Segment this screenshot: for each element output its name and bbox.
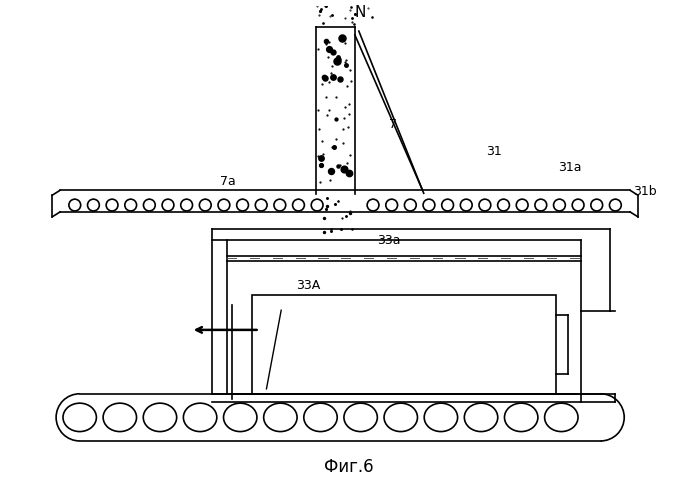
- Circle shape: [386, 199, 398, 211]
- Text: 31: 31: [486, 145, 501, 158]
- Ellipse shape: [224, 403, 257, 432]
- Bar: [252, 295, 556, 394]
- Circle shape: [218, 199, 230, 211]
- Circle shape: [255, 199, 267, 211]
- Ellipse shape: [143, 403, 177, 432]
- Circle shape: [535, 199, 547, 211]
- Circle shape: [69, 199, 80, 211]
- Circle shape: [274, 199, 286, 211]
- Ellipse shape: [103, 403, 136, 432]
- Circle shape: [367, 199, 379, 211]
- Circle shape: [423, 199, 435, 211]
- Text: 33a: 33a: [377, 234, 401, 247]
- Text: N: N: [355, 5, 366, 20]
- Circle shape: [572, 199, 584, 211]
- Ellipse shape: [344, 403, 377, 432]
- Circle shape: [498, 199, 510, 211]
- Ellipse shape: [545, 403, 578, 432]
- Circle shape: [162, 199, 174, 211]
- Circle shape: [311, 199, 323, 211]
- Circle shape: [405, 199, 416, 211]
- Text: 31b: 31b: [633, 185, 656, 198]
- Ellipse shape: [304, 403, 337, 432]
- Ellipse shape: [464, 403, 498, 432]
- Circle shape: [554, 199, 565, 211]
- Circle shape: [479, 199, 491, 211]
- Ellipse shape: [264, 403, 297, 432]
- Circle shape: [125, 199, 136, 211]
- Text: 7a: 7a: [220, 175, 236, 189]
- Text: 31a: 31a: [559, 161, 582, 174]
- Ellipse shape: [424, 403, 458, 432]
- Circle shape: [591, 199, 603, 211]
- Circle shape: [237, 199, 248, 211]
- Text: 33A: 33A: [296, 278, 320, 292]
- Ellipse shape: [183, 403, 217, 432]
- Circle shape: [517, 199, 528, 211]
- Ellipse shape: [505, 403, 538, 432]
- Circle shape: [610, 199, 621, 211]
- Text: 7: 7: [389, 119, 397, 131]
- Circle shape: [293, 199, 304, 211]
- Circle shape: [461, 199, 472, 211]
- Circle shape: [181, 199, 192, 211]
- Ellipse shape: [384, 403, 417, 432]
- Circle shape: [442, 199, 454, 211]
- Circle shape: [87, 199, 99, 211]
- Text: Фиг.6: Фиг.6: [324, 458, 374, 476]
- Circle shape: [106, 199, 118, 211]
- Circle shape: [199, 199, 211, 211]
- Circle shape: [143, 199, 155, 211]
- Ellipse shape: [63, 403, 96, 432]
